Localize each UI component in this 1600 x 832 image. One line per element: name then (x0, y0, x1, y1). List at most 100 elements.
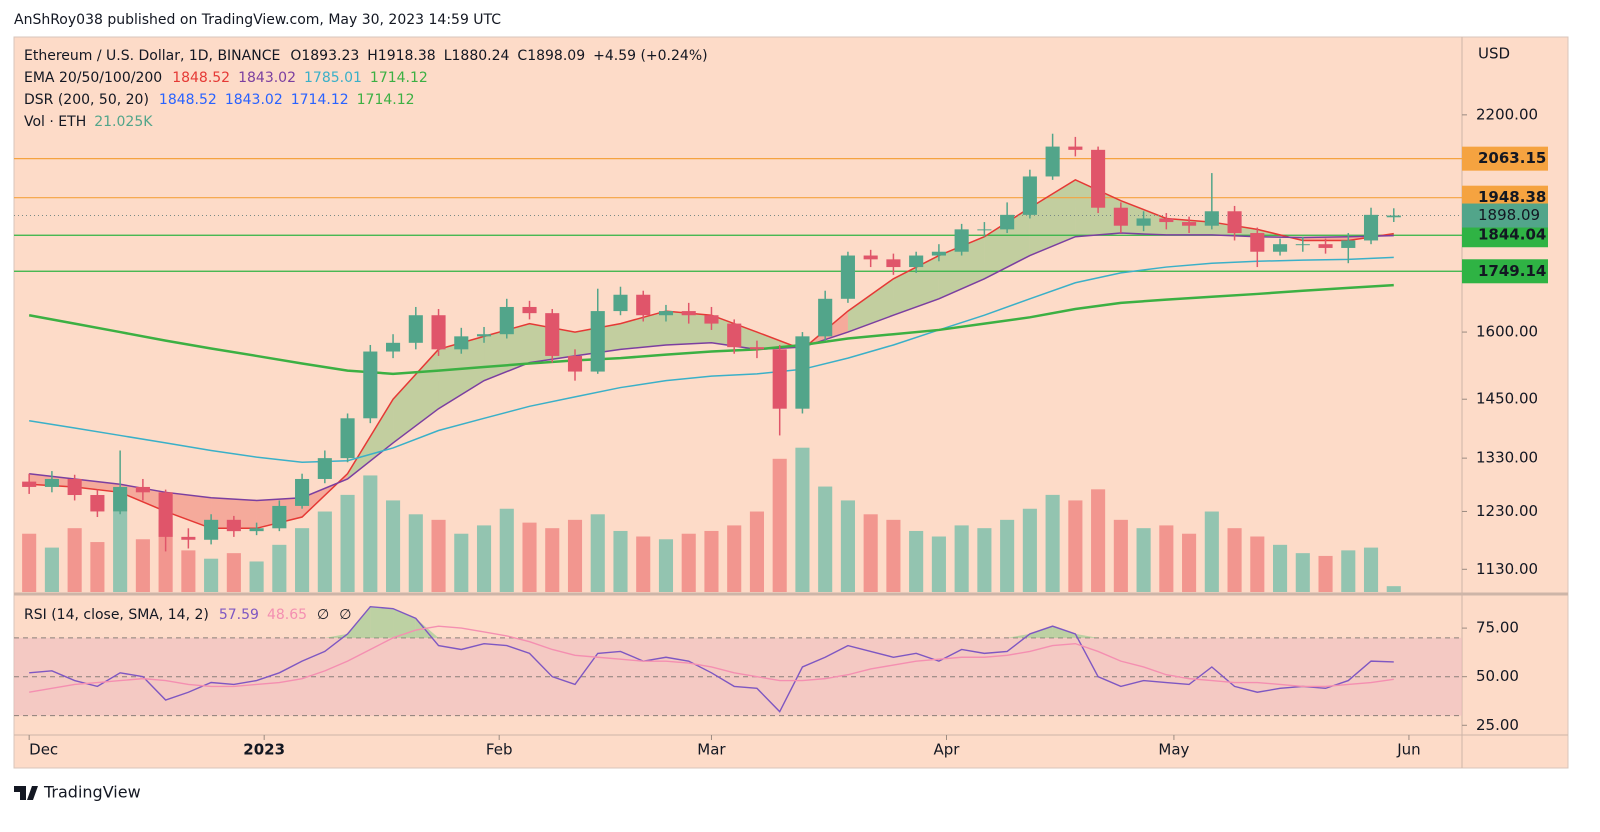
low-value: 1880.24 (452, 48, 510, 64)
candle-body (772, 349, 787, 409)
candle-body (681, 311, 696, 316)
volume-bar (1022, 508, 1037, 592)
volume-bar (1091, 489, 1106, 592)
candle-body (1273, 244, 1288, 252)
candle-body (1182, 222, 1197, 226)
rsi-na: ∅ (339, 607, 351, 623)
rsi-tick-label: 50.00 (1476, 667, 1519, 685)
volume-bar (408, 514, 423, 592)
x-tick-label: Jun (1396, 741, 1420, 759)
ema-line (29, 232, 1394, 502)
volume-bar (1318, 555, 1333, 592)
volume-bar (863, 514, 878, 592)
volume-bar (1113, 519, 1128, 592)
volume-bar (158, 519, 173, 592)
candle-body (476, 334, 492, 337)
volume-bar (909, 530, 924, 592)
candle-body (1250, 233, 1265, 252)
candle-body (1000, 214, 1015, 230)
candle-body (1363, 214, 1379, 241)
ohlc-label: H (367, 48, 378, 64)
candle-body (272, 505, 287, 529)
rsi-tick-label: 75.00 (1476, 619, 1519, 637)
brand-logo (14, 786, 38, 800)
volume-bar (44, 547, 59, 592)
footer: TradingView (14, 783, 141, 802)
rsi-line (29, 605, 1394, 713)
candle-body (954, 229, 969, 252)
volume-bar (249, 561, 264, 592)
candle-body (340, 418, 355, 459)
dsr-label: DSR (200, 50, 20) (24, 92, 149, 108)
volume-bar (1250, 536, 1265, 592)
rsi-tick-label: 25.00 (1476, 716, 1519, 734)
dsr-fill (893, 255, 939, 316)
volume-bar (454, 533, 469, 592)
ohlc-label: O (290, 48, 301, 64)
candle-body (90, 495, 105, 512)
volume-bar (613, 530, 628, 592)
candle-body (1091, 149, 1106, 208)
candle-body (704, 315, 719, 324)
candle-body (931, 251, 946, 256)
candle-body (454, 336, 469, 350)
y-tick-label: 1130.00 (1476, 560, 1538, 578)
dsr-value: 1714.12 (357, 92, 415, 108)
symbol-legend: Ethereum / U.S. Dollar, 1D, BINANCE O1893… (24, 48, 708, 64)
candle-body (67, 478, 82, 496)
volume-bar (226, 553, 241, 592)
volume-bar (499, 508, 514, 592)
x-tick-label: May (1158, 741, 1189, 759)
candle-body (204, 519, 219, 540)
volume-bar (204, 558, 219, 592)
volume-bar (1386, 586, 1401, 592)
volume-bar (431, 519, 446, 592)
dsr-value: 1848.52 (159, 92, 217, 108)
rsi-overbought (1029, 626, 1053, 638)
last-price-label: 1898.09 (1478, 206, 1540, 224)
candle-body (226, 519, 241, 532)
rsi-value: 57.59 (219, 607, 259, 623)
candle-body (317, 458, 332, 479)
volume-bar (363, 475, 378, 592)
candle-body (249, 528, 264, 532)
candle-body (613, 294, 628, 312)
ema-label: EMA 20/50/100/200 (24, 70, 162, 86)
volume-bar (658, 539, 674, 592)
candle-body (909, 255, 924, 268)
dsr-value: 1714.12 (291, 92, 349, 108)
rsi-overbought (324, 633, 348, 638)
symbol: Ethereum / U.S. Dollar, 1D, BINANCE (24, 48, 280, 64)
rsi-label: RSI (14, close, SMA, 14, 2) (24, 607, 209, 623)
x-tick-label: Dec (29, 741, 58, 759)
candle-body (1159, 218, 1174, 223)
open-value: 1893.23 (301, 48, 359, 64)
dsr-fill (393, 349, 439, 443)
candle-body (727, 323, 742, 348)
candle-body (590, 311, 605, 372)
volume-bar (954, 525, 969, 592)
volume-bar (1227, 528, 1242, 592)
y-tick-label: 1230.00 (1476, 502, 1538, 520)
candle-body (1068, 146, 1083, 150)
volume-bar (545, 528, 560, 592)
volume-bar (840, 500, 855, 592)
candle-body (431, 315, 446, 350)
volume-bar (931, 536, 946, 592)
candle-body (1022, 176, 1037, 215)
last-price-tag (1462, 203, 1548, 228)
high-value: 1918.38 (378, 48, 436, 64)
candle-body (499, 306, 514, 335)
volume-bar (1182, 533, 1197, 592)
ema-legend: EMA 20/50/100/200 1848.52 1843.02 1785.01 17… (24, 70, 428, 86)
marks (14, 133, 1462, 592)
level-label: 1749.14 (1478, 262, 1546, 280)
close-value: 1898.09 (527, 48, 585, 64)
candle-body (795, 336, 810, 409)
candle-body (863, 255, 878, 260)
candle-body (1204, 211, 1219, 226)
volume-bar (386, 500, 401, 592)
volume-bar (295, 528, 310, 592)
candle-body (363, 351, 378, 419)
volume-bar (749, 511, 765, 592)
